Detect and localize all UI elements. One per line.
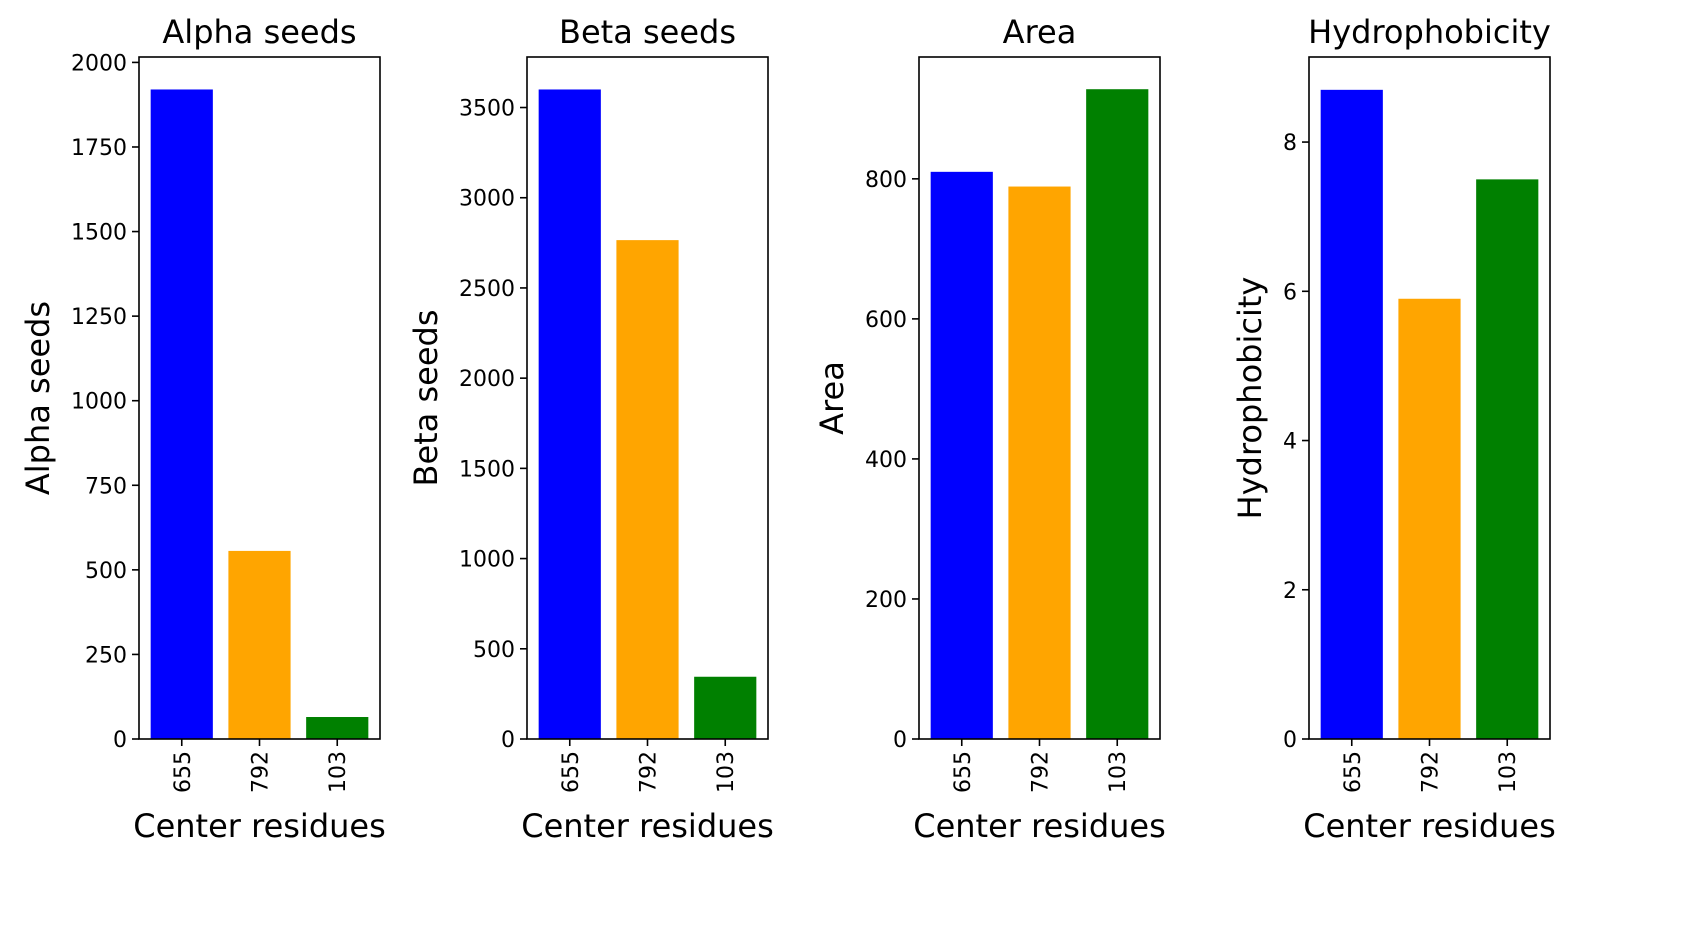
bar-792 (1398, 298, 1461, 739)
y-tick-label: 2 (1283, 579, 1297, 604)
y-tick-label: 0 (1283, 728, 1297, 753)
x-tick-label: 792 (1029, 751, 1054, 793)
x-axis-label: Center residues (133, 807, 386, 845)
axes-frame (526, 56, 769, 740)
x-tick-label: 655 (1341, 751, 1366, 793)
bar-103 (306, 717, 369, 739)
y-tick-label: 1750 (71, 136, 127, 161)
y-tick-label: 0 (893, 728, 907, 753)
chart-title: Alpha seeds (162, 13, 356, 51)
y-tick-label: 400 (865, 448, 907, 473)
x-tick-label: 655 (559, 751, 584, 793)
y-tick-label: 750 (85, 474, 127, 499)
y-tick-label: 3000 (459, 187, 515, 212)
y-tick-label: 4 (1283, 430, 1297, 455)
chart-panel-3: 655 792 103 0 200 400 600 800 Area Center residue… (813, 13, 1166, 845)
y-tick-label: 1000 (71, 390, 127, 415)
chart-title: Area (1003, 13, 1077, 51)
y-axis-label: Hydrophobicity (1231, 277, 1269, 520)
y-tick-label: 6 (1283, 280, 1297, 305)
y-tick-label: 3500 (459, 97, 515, 122)
chart-panel-1: 655 792 103 0 250 500 750 1000 1250 1500 1750 2000 A… (19, 13, 386, 845)
y-axis-label: Alpha seeds (19, 301, 57, 495)
x-axis-label: Center residues (521, 807, 774, 845)
x-tick-label: 792 (637, 751, 662, 793)
x-tick-label: 792 (249, 751, 274, 793)
y-tick-label: 500 (473, 638, 515, 663)
y-tick-label: 1500 (459, 457, 515, 482)
axes-frame (918, 56, 1161, 740)
y-tick-label: 1500 (71, 221, 127, 246)
bar-655 (930, 171, 993, 739)
bar-792 (616, 240, 679, 739)
y-tick-label: 250 (85, 643, 127, 668)
axes-frame (1308, 56, 1551, 740)
x-tick-label: 103 (714, 751, 739, 793)
x-axis-label: Center residues (913, 807, 1166, 845)
bar-103 (1476, 179, 1539, 739)
bar-792 (1008, 186, 1071, 740)
chart-title: Beta seeds (559, 13, 736, 51)
bar-655 (1320, 89, 1383, 739)
y-tick-label: 2500 (459, 277, 515, 302)
y-axis-label: Beta seeds (407, 310, 445, 487)
y-tick-label: 800 (865, 168, 907, 193)
chart-panel-4: 655 792 103 0 2 4 6 8 Hydrophobicity Center resid… (1231, 13, 1556, 845)
chart-title: Hydrophobicity (1308, 13, 1551, 51)
bar-655 (150, 89, 213, 740)
x-tick-label: 655 (951, 751, 976, 793)
x-tick-label: 103 (1496, 751, 1521, 793)
bar-103 (1086, 89, 1149, 739)
bar-655 (538, 89, 601, 740)
x-tick-label: 792 (1419, 751, 1444, 793)
x-tick-label: 103 (1106, 751, 1131, 793)
bar-103 (694, 676, 757, 739)
y-tick-label: 200 (865, 588, 907, 613)
chart-panel-2: 655 792 103 0 500 1000 1500 2000 2500 3000 3500 Bet… (407, 13, 774, 845)
y-tick-label: 2000 (459, 367, 515, 392)
y-tick-label: 1000 (459, 548, 515, 573)
y-tick-label: 500 (85, 559, 127, 584)
axes-frame (138, 56, 381, 740)
x-tick-label: 655 (171, 751, 196, 793)
y-tick-label: 600 (865, 308, 907, 333)
y-tick-label: 2000 (71, 51, 127, 76)
y-axis-label: Area (813, 361, 851, 435)
y-tick-label: 8 (1283, 131, 1297, 156)
y-tick-label: 0 (501, 728, 515, 753)
x-tick-label: 103 (326, 751, 351, 793)
y-tick-label: 0 (113, 728, 127, 753)
x-axis-label: Center residues (1303, 807, 1556, 845)
y-tick-label: 1250 (71, 305, 127, 330)
bar-792 (228, 550, 291, 739)
